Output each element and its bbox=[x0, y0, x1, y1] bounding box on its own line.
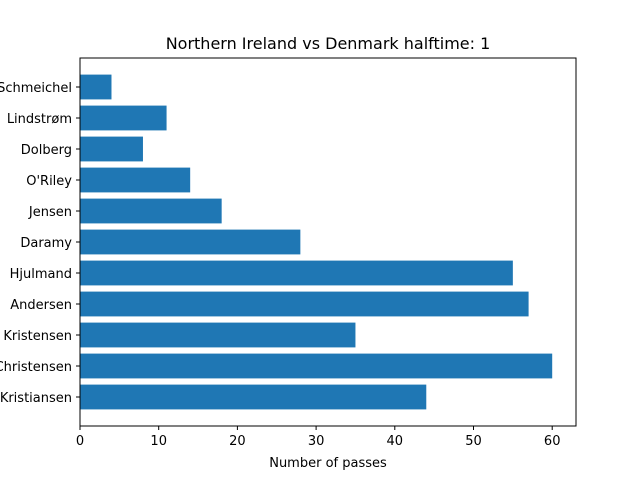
bar-christensen bbox=[80, 353, 553, 379]
bars-group bbox=[80, 74, 553, 410]
x-tick-label: 0 bbox=[76, 434, 84, 449]
y-tick-label: Hjulmand bbox=[10, 267, 72, 282]
y-tick-label: Dolberg bbox=[21, 143, 72, 158]
y-tick-label: Jensen bbox=[28, 205, 72, 220]
y-tick-label: O'Riley bbox=[26, 174, 72, 189]
x-tick-label: 30 bbox=[308, 434, 325, 449]
bar-o-riley bbox=[80, 167, 191, 193]
x-tick-label: 50 bbox=[465, 434, 482, 449]
bar-kristiansen bbox=[80, 384, 427, 410]
bar-jensen bbox=[80, 198, 222, 224]
y-tick-label: Andersen bbox=[10, 298, 72, 313]
x-tick-labels: 0 10 20 30 40 50 60 bbox=[76, 426, 561, 449]
x-axis-label: Number of passes bbox=[269, 456, 387, 471]
y-tick-label: Christensen bbox=[0, 360, 72, 375]
y-tick-label: Schmeichel bbox=[0, 81, 72, 96]
bar-lindstrøm bbox=[80, 105, 167, 131]
y-tick-label: Lindstrøm bbox=[7, 112, 72, 127]
bar-hjulmand bbox=[80, 260, 513, 286]
bar-daramy bbox=[80, 229, 301, 255]
plot-frame bbox=[79, 57, 577, 427]
y-tick-label: Daramy bbox=[20, 236, 72, 251]
x-tick-label: 40 bbox=[387, 434, 404, 449]
y-tick-labels: Kristiansen Christensen Kristensen Andersen… bbox=[0, 81, 80, 406]
bar-schmeichel bbox=[80, 74, 112, 100]
y-tick-label: Kristensen bbox=[3, 329, 72, 344]
bar-andersen bbox=[80, 291, 529, 317]
x-tick-label: 60 bbox=[544, 434, 561, 449]
bar-dolberg bbox=[80, 136, 143, 162]
x-tick-label: 20 bbox=[229, 434, 246, 449]
x-tick-label: 10 bbox=[150, 434, 167, 449]
y-tick-label: Kristiansen bbox=[0, 391, 72, 406]
chart-title: Northern Ireland vs Denmark halftime: 1 bbox=[166, 34, 491, 53]
bar-kristensen bbox=[80, 322, 356, 348]
